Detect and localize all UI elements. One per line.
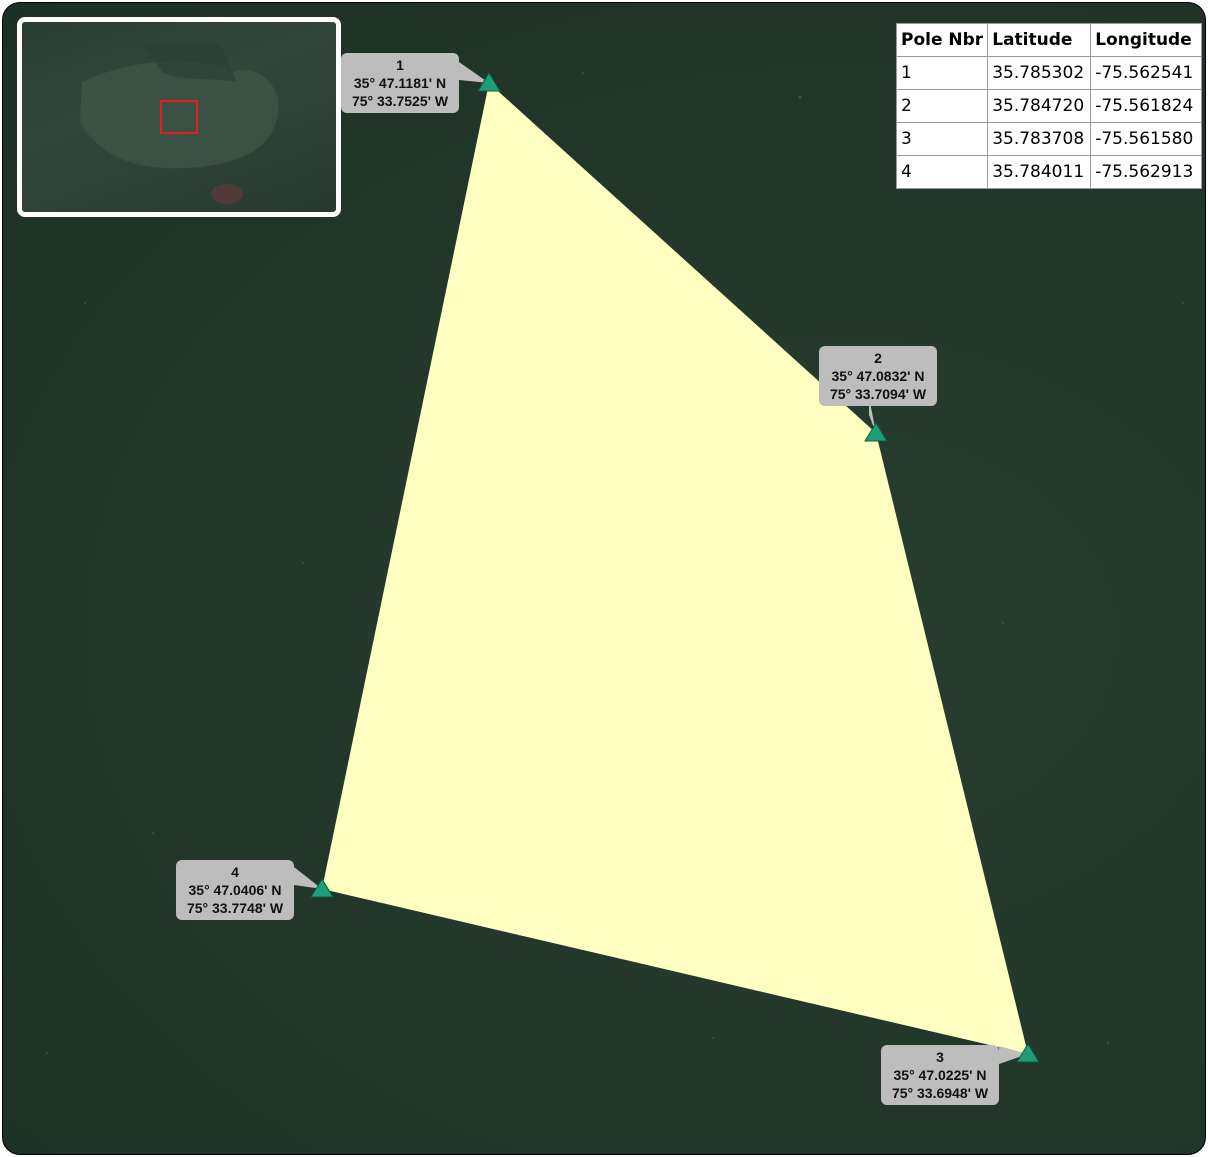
pole-number-label: 3 <box>936 1049 944 1065</box>
inset-water-shape <box>142 41 237 82</box>
map-canvas: 1 35° 47.1181' N 75° 33.7525' W 2 35° 47.083… <box>31 45 1184 1105</box>
table-row: 3 35.783708 -75.561580 <box>895 122 1203 156</box>
pole-callout-box <box>176 860 294 920</box>
pole-latitude-label: 35° 47.0832' N <box>832 368 925 384</box>
pole-callout-box <box>881 1045 999 1105</box>
triangle-marker-icon[interactable] <box>310 878 334 898</box>
longitude-cell: -75.561824 <box>1090 89 1203 123</box>
pole-latitude-label: 35° 47.1181' N <box>354 75 446 91</box>
triangle-marker-icon[interactable] <box>864 422 888 442</box>
inset-land-shape <box>80 61 279 169</box>
pole-latitude-label: 35° 47.0406' N <box>189 882 282 898</box>
site-polygon[interactable] <box>322 83 1028 1054</box>
pole-1-group[interactable]: 1 35° 47.1181' N 75° 33.7525' W <box>341 53 501 113</box>
longitude-cell: -75.561580 <box>1090 122 1203 156</box>
pole-4-group[interactable]: 4 35° 47.0406' N 75° 33.7748' W <box>176 860 334 920</box>
overview-inset-map[interactable] <box>17 17 341 217</box>
table-header-row: Pole Nbr Latitude Longitude <box>895 23 1203 57</box>
latitude-cell: 35.784720 <box>987 89 1092 123</box>
pole-longitude-label: 75° 33.7525' W <box>352 93 449 109</box>
longitude-cell: -75.562541 <box>1090 56 1203 90</box>
header-latitude: Latitude <box>987 23 1092 57</box>
inset-feature <box>211 184 243 204</box>
pole-longitude-label: 75° 33.7748' W <box>187 900 284 916</box>
pole-nbr-cell: 1 <box>895 56 989 90</box>
latitude-cell: 35.785302 <box>987 56 1092 90</box>
table-row: 1 35.785302 -75.562541 <box>895 56 1203 90</box>
pole-nbr-cell: 3 <box>895 122 989 156</box>
pole-2-group[interactable]: 2 35° 47.0832' N 75° 33.7094' W <box>819 346 937 442</box>
pole-latitude-label: 35° 47.0225' N <box>894 1067 987 1083</box>
callout-leader <box>459 62 489 83</box>
latitude-cell: 35.784011 <box>987 155 1092 189</box>
header-pole-nbr: Pole Nbr <box>895 23 989 57</box>
pole-nbr-cell: 4 <box>895 155 989 189</box>
callout-leader <box>999 1046 1028 1064</box>
pole-coordinates-table: Pole Nbr Latitude Longitude 1 35.785302 … <box>895 23 1203 189</box>
triangle-marker-icon[interactable] <box>1016 1043 1040 1063</box>
inset-canvas <box>80 41 279 204</box>
header-longitude: Longitude <box>1090 23 1203 57</box>
imagery-specks <box>31 45 1184 1054</box>
callout-leader <box>294 867 322 889</box>
pole-number-label: 2 <box>874 350 882 366</box>
pole-number-label: 1 <box>396 57 404 73</box>
triangle-marker-icon[interactable] <box>477 72 501 92</box>
inset-extent-box <box>160 100 198 134</box>
pole-longitude-label: 75° 33.7094' W <box>830 386 927 402</box>
pole-nbr-cell: 2 <box>895 89 989 123</box>
table-row: 2 35.784720 -75.561824 <box>895 89 1203 123</box>
pole-callout-box <box>341 53 459 113</box>
latitude-cell: 35.783708 <box>987 122 1092 156</box>
pole-longitude-label: 75° 33.6948' W <box>892 1085 989 1101</box>
longitude-cell: -75.562913 <box>1090 155 1203 189</box>
poles-layer: 1 35° 47.1181' N 75° 33.7525' W 2 35° 47.083… <box>176 53 1040 1105</box>
pole-3-group[interactable]: 3 35° 47.0225' N 75° 33.6948' W <box>881 1043 1040 1105</box>
pole-callout-box <box>819 346 937 406</box>
pole-number-label: 4 <box>231 864 239 880</box>
table-row: 4 35.784011 -75.562913 <box>895 155 1203 189</box>
